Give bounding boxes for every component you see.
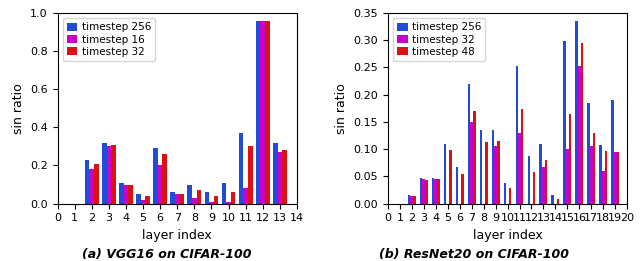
Bar <box>124 185 128 204</box>
Bar <box>158 165 163 204</box>
Bar <box>221 183 227 204</box>
Bar <box>468 84 470 204</box>
Bar <box>420 178 422 204</box>
Y-axis label: sin ratio: sin ratio <box>12 83 24 134</box>
Bar <box>552 195 554 204</box>
Bar <box>256 21 260 204</box>
Bar <box>614 152 616 204</box>
Bar <box>444 144 446 204</box>
Y-axis label: sin ratio: sin ratio <box>335 83 348 134</box>
Bar <box>192 198 196 204</box>
Legend: timestep 256, timestep 16, timestep 32: timestep 256, timestep 16, timestep 32 <box>63 18 155 61</box>
Bar <box>470 122 473 204</box>
Bar <box>521 109 524 204</box>
Bar <box>494 146 497 204</box>
Bar <box>239 133 243 204</box>
Bar <box>153 148 158 204</box>
Bar <box>590 146 593 204</box>
Bar <box>408 195 410 204</box>
Bar <box>479 130 483 204</box>
Bar <box>278 152 282 204</box>
Bar <box>119 183 124 204</box>
Bar <box>282 150 287 204</box>
Bar <box>170 192 175 204</box>
Bar <box>260 21 265 204</box>
Bar <box>102 143 107 204</box>
Bar <box>94 164 99 204</box>
Bar <box>566 149 569 204</box>
X-axis label: layer index: layer index <box>473 229 543 242</box>
Bar <box>227 202 231 204</box>
Bar <box>180 194 184 204</box>
X-axis label: layer index: layer index <box>142 229 212 242</box>
Legend: timestep 256, timestep 32, timestep 48: timestep 256, timestep 32, timestep 48 <box>393 18 485 61</box>
Bar <box>485 141 488 204</box>
Bar <box>578 66 580 204</box>
Bar <box>542 167 545 204</box>
Bar <box>575 21 578 204</box>
Bar <box>432 178 435 204</box>
Bar <box>545 160 547 204</box>
Bar <box>231 192 236 204</box>
Bar <box>611 100 614 204</box>
Bar <box>85 160 90 204</box>
Bar <box>209 202 214 204</box>
Bar <box>518 133 521 204</box>
Bar <box>437 179 440 204</box>
Bar <box>175 194 180 204</box>
Bar <box>461 174 463 204</box>
Text: (a) VGG16 on CIFAR-100: (a) VGG16 on CIFAR-100 <box>82 248 251 261</box>
Bar <box>540 144 542 204</box>
Bar <box>435 179 437 204</box>
Bar <box>214 196 218 204</box>
Bar <box>473 111 476 204</box>
Bar <box>90 169 94 204</box>
Bar <box>580 43 583 204</box>
Bar <box>492 130 494 204</box>
Bar <box>111 145 116 204</box>
Bar <box>504 183 506 204</box>
Bar <box>569 114 572 204</box>
Bar <box>141 200 145 204</box>
Bar <box>205 192 209 204</box>
Bar <box>265 21 269 204</box>
Bar <box>243 188 248 204</box>
Bar <box>605 151 607 204</box>
Bar <box>599 145 602 204</box>
Bar <box>616 152 619 204</box>
Bar <box>602 171 605 204</box>
Bar <box>136 194 141 204</box>
Bar <box>128 185 133 204</box>
Bar <box>163 154 167 204</box>
Bar <box>527 156 530 204</box>
Bar <box>456 167 458 204</box>
Bar <box>273 143 278 204</box>
Bar <box>145 196 150 204</box>
Bar <box>449 150 452 204</box>
Bar <box>196 190 202 204</box>
Bar <box>563 41 566 204</box>
Bar <box>516 66 518 204</box>
Bar <box>410 196 413 204</box>
Bar <box>497 141 499 204</box>
Bar <box>425 180 428 204</box>
Bar <box>107 146 111 204</box>
Bar <box>248 146 253 204</box>
Bar <box>593 133 595 204</box>
Bar <box>532 172 536 204</box>
Bar <box>422 179 425 204</box>
Bar <box>557 199 559 204</box>
Bar <box>188 185 192 204</box>
Text: (b) ResNet20 on CIFAR-100: (b) ResNet20 on CIFAR-100 <box>379 248 568 261</box>
Bar <box>588 103 590 204</box>
Bar <box>413 196 416 204</box>
Bar <box>509 188 511 204</box>
